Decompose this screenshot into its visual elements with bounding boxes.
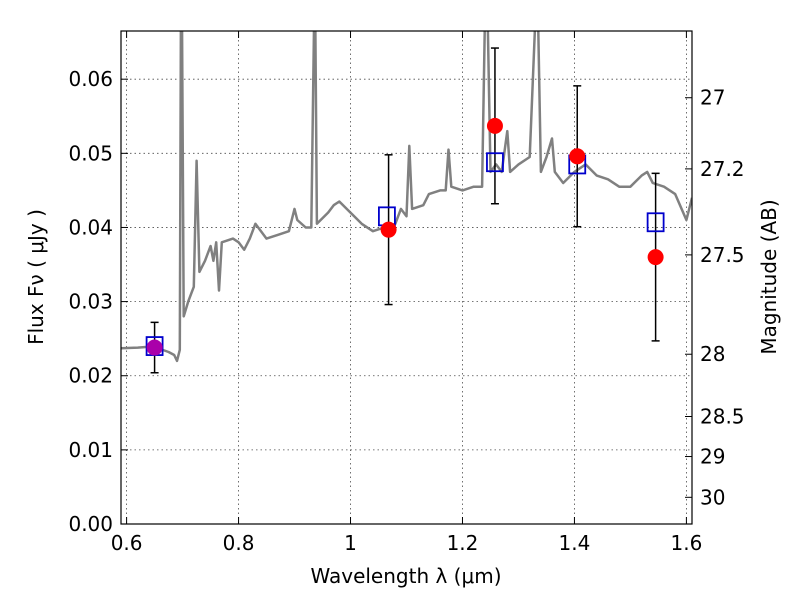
plot-frame (120, 30, 693, 525)
observed-points (146, 117, 664, 356)
y-tick-label: 0.01 (68, 438, 113, 462)
observed-circle-marker (380, 221, 397, 238)
y-tick-label-right: 30 (700, 485, 725, 509)
model-square-marker (486, 152, 504, 173)
y-axis-label-left: Flux Fν ( μJy ) (24, 209, 48, 345)
x-tick-label: 1.2 (447, 531, 479, 555)
y-tick-label: 0.00 (68, 512, 113, 536)
y-tick-label-right: 28 (700, 342, 725, 366)
observed-circle-marker (146, 339, 163, 356)
y-tick-label: 0.04 (68, 215, 113, 239)
y-tick-label-right: 27.5 (700, 243, 745, 267)
error-bars (150, 47, 660, 374)
y-tick-label: 0.02 (68, 364, 113, 388)
y-tick-label-right: 27.2 (700, 157, 745, 181)
y-axis-label-right: Magnitude (AB) (757, 199, 781, 354)
spectrum-line (121, 31, 692, 363)
x-tick-label: 0.6 (111, 531, 143, 555)
y-tick-label: 0.06 (68, 67, 113, 91)
observed-circle-marker (647, 249, 664, 266)
x-tick-label: 1 (344, 531, 357, 555)
observed-circle-marker (569, 148, 586, 165)
grid (121, 31, 692, 525)
x-tick-label: 0.8 (223, 531, 255, 555)
y-tick-label-right: 27 (700, 86, 725, 110)
x-axis-label: Wavelength λ (μm) (310, 564, 501, 588)
y-tick-label-right: 29 (700, 445, 725, 469)
model-points (145, 152, 665, 356)
x-tick-label: 1.4 (559, 531, 591, 555)
y-tick-label-right: 28.5 (700, 405, 745, 429)
x-tick-label: 1.6 (670, 531, 702, 555)
observed-circle-marker (486, 117, 503, 134)
axis-ticks: 0.6 0.8 1 1.2 1.4 1.6 0.00 0.01 0.02 0.03 0.04 0.05… (68, 31, 745, 555)
model-square-marker (646, 212, 665, 233)
spectrum-series (121, 31, 692, 363)
y-tick-label: 0.05 (68, 141, 113, 165)
y-tick-label: 0.03 (68, 290, 113, 314)
